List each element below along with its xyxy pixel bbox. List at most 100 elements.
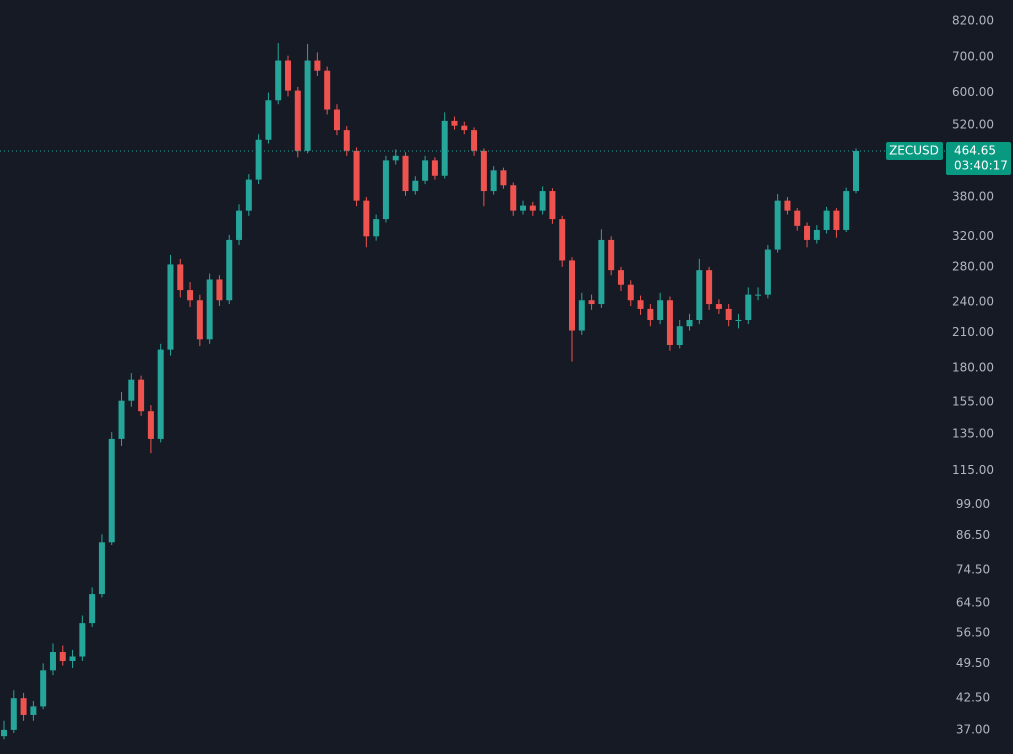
candle-body [539,191,546,211]
candle-body [676,326,683,345]
candle-body [89,594,96,624]
candle-body [764,249,771,295]
y-tick-label: 56.50 [956,626,990,640]
candle-body [373,219,380,237]
candle-body [412,180,419,192]
candle-body [118,400,125,439]
countdown-label: 03:40:17 [954,158,1008,172]
plot-area [0,42,945,740]
candle-body [715,304,722,309]
candle-body [666,300,673,345]
candle-body [285,60,291,91]
candle-body [520,205,527,211]
y-tick-label: 99.00 [956,497,990,511]
candle-body [392,155,399,161]
candle-body [79,623,86,657]
y-tick-label: 64.50 [956,595,990,609]
candle-body [706,270,713,305]
candle-body [657,300,664,320]
y-tick-label: 135.00 [952,426,994,440]
candle-body [10,698,17,730]
candle-body [617,270,624,285]
candle-body [823,210,830,230]
candle-body [275,60,282,101]
candle-body [236,210,243,240]
y-tick-label: 42.50 [956,691,990,705]
candle-body [294,90,301,151]
candle-body [402,155,409,192]
candle-body [196,300,203,340]
candle-body [853,150,859,192]
candle-body [40,670,47,707]
y-tick-label: 74.50 [956,562,990,576]
candle-body [187,290,194,301]
candle-body [608,239,615,271]
candle-body [569,260,575,331]
candle-body [206,279,213,340]
candle-body [578,300,585,331]
candle-body [177,264,184,291]
y-tick-label: 240.00 [952,295,994,309]
candle-body [441,120,448,176]
candle-body [725,308,732,320]
candle-body [216,279,223,301]
y-tick-label: 155.00 [952,395,994,409]
candle-body [353,150,360,201]
candle-body [108,438,115,543]
candle-body [549,191,556,220]
candle-body [333,109,340,131]
candle-body [147,411,154,439]
candle-body [794,210,801,226]
candle-body [833,210,840,230]
candle-body [138,379,145,412]
candle-body [1,729,7,737]
candle-body [431,160,438,176]
candle-body [226,239,233,301]
candle-body [598,239,605,305]
candle-body [49,652,56,671]
price-axis: 820.00 700.00 600.00 520.00 380.00 320.00 280.… [886,14,1011,736]
candle-body [647,308,654,320]
y-tick-label: 600.00 [952,85,994,99]
y-tick-label: 820.00 [952,14,994,28]
candle-body [686,319,693,327]
candle-body [30,706,37,715]
candle-body [245,179,252,211]
candle-body [343,130,350,151]
candle-body [735,319,742,321]
y-tick-label: 37.00 [956,722,990,736]
y-tick-label: 380.00 [952,190,994,204]
y-tick-label: 115.00 [952,463,994,477]
candle-body [20,698,27,715]
candle-body [559,219,566,261]
price-box [946,141,1011,175]
y-tick-label: 520.00 [952,118,994,132]
last-price-label: 464.65 [954,143,996,157]
y-tick-label: 180.00 [952,360,994,374]
candle-body [382,160,389,220]
candle-body [69,656,76,662]
candle-body [755,294,762,296]
candle-body [637,300,644,309]
y-tick-label: 700.00 [952,50,994,64]
y-tick-label: 210.00 [952,325,994,339]
candle-body [324,70,331,110]
y-tick-label: 280.00 [952,259,994,273]
candle-body [304,60,311,151]
candle-body [784,200,791,211]
candle-body [422,160,429,181]
candle-body [167,264,174,350]
candle-body [157,349,164,439]
candle-body [510,185,517,211]
candle-body [804,225,811,240]
candle-body [696,270,703,320]
symbol-box [886,141,943,160]
candle-body [98,542,105,595]
candle-body [627,284,634,301]
y-tick-label: 320.00 [952,229,994,243]
candle-body [451,120,458,126]
candle-body [59,652,66,662]
candle-body [461,125,468,131]
